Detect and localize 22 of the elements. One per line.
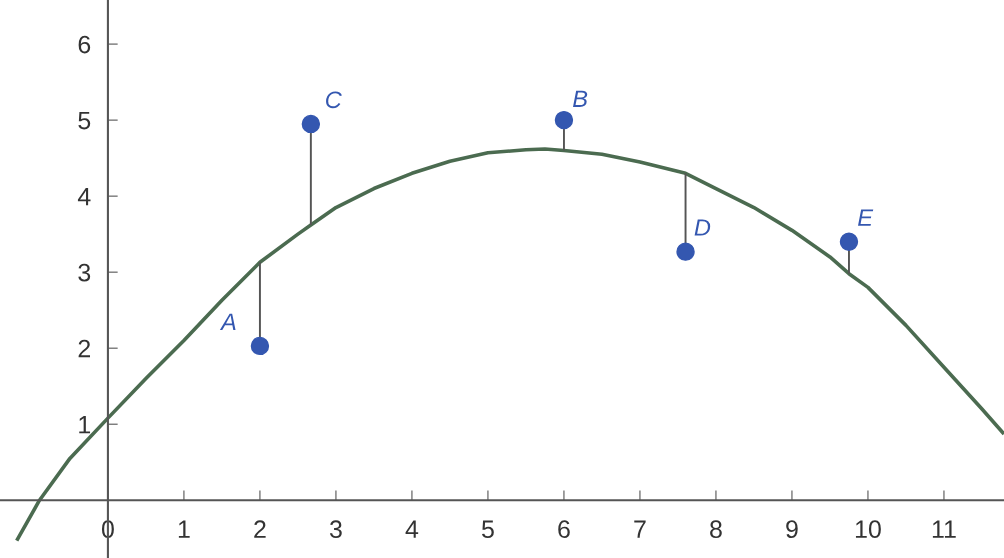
annotation: C [326,91,342,109]
y-tick-label: 2 [78,339,90,358]
y-tick-label: 5 [78,111,91,130]
x-tick-label: 1 [178,520,190,538]
annotation: D [694,219,711,236]
x-tick-label: 7 [634,520,646,538]
x-tick-label: 8 [710,520,722,539]
x-tick-label: 3 [329,520,342,539]
x-tick-label: 2 [254,520,266,538]
y-tick-label: 3 [78,263,91,282]
x-tick-label: 6 [558,520,570,539]
annotation: E [858,209,874,226]
x-tick-label: 10 [855,520,881,539]
y-tick-label: 6 [78,35,91,54]
x-tick-label: 11 [932,520,956,538]
annotation: B [573,90,588,107]
x-tick-label: 5 [481,520,494,539]
x-tick-label: 4 [405,520,419,538]
y-tick-label: 4 [77,188,91,206]
annotation: A [219,313,236,330]
x-tick-label: 9 [786,520,798,539]
y-tick-label: 1 [79,416,91,434]
